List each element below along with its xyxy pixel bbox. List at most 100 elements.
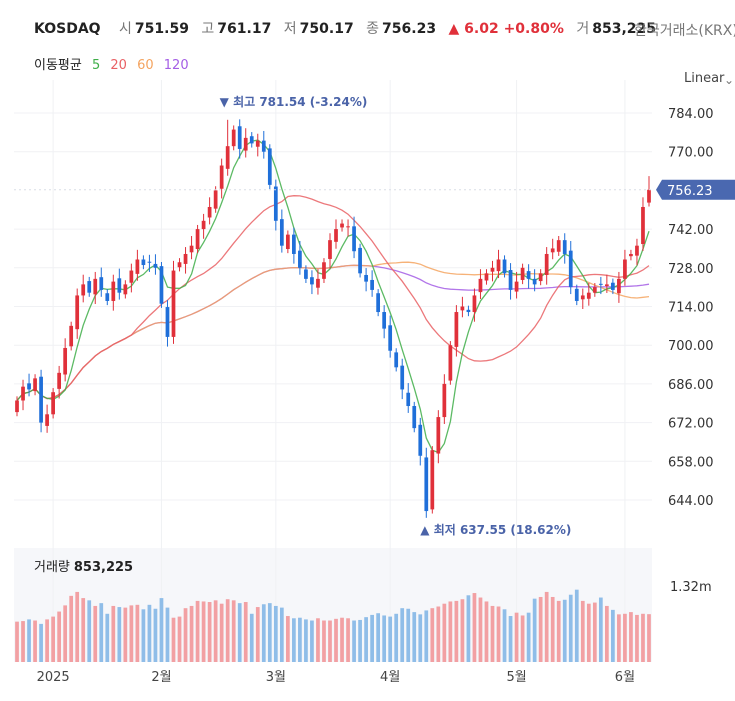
candle-body <box>231 129 236 147</box>
candle <box>304 265 308 284</box>
max-annotation: ▼ 최고 781.54 (-3.24%) <box>220 94 368 109</box>
volume-bar <box>388 616 393 662</box>
candle-body <box>617 278 621 294</box>
candle-body <box>562 240 567 254</box>
volume-bar <box>249 613 254 662</box>
candle-body <box>502 259 507 274</box>
volume-bar <box>647 614 651 662</box>
candle-body <box>219 165 224 189</box>
candle <box>123 280 128 299</box>
candle <box>580 288 585 309</box>
candle <box>484 269 489 285</box>
candle-body <box>472 295 477 313</box>
candle <box>496 249 501 279</box>
candle-body <box>129 270 134 283</box>
candle <box>328 233 332 269</box>
volume-bar <box>123 607 128 662</box>
candle <box>556 236 561 256</box>
candle-body <box>153 263 158 268</box>
candle-body <box>586 292 591 299</box>
y-tick-label: 672.00 <box>668 417 714 432</box>
candle <box>364 268 368 292</box>
candle-body <box>243 137 248 151</box>
volume-bar <box>442 603 447 662</box>
candle-body <box>183 253 188 264</box>
candle-body <box>310 277 314 285</box>
candle-body <box>623 259 627 279</box>
candle-body <box>442 383 447 418</box>
x-tick-label: 2025 <box>37 670 70 685</box>
volume-bar <box>448 601 453 662</box>
candle-body <box>424 457 429 512</box>
candle-body <box>255 140 260 147</box>
candle <box>219 158 224 199</box>
volume-bar <box>418 614 423 662</box>
candle <box>436 410 441 464</box>
candle-body <box>261 140 266 152</box>
candle-body <box>159 266 164 304</box>
x-tick-label: 5월 <box>506 670 526 685</box>
candle-body <box>430 450 435 510</box>
volume-bar <box>592 602 597 662</box>
scale-mode-selector[interactable]: Linear <box>684 71 725 86</box>
candle-body <box>514 281 519 292</box>
candle-body <box>466 309 471 313</box>
candle <box>334 219 338 249</box>
candle-body <box>358 247 362 274</box>
volume-bar <box>63 605 68 662</box>
volume-bar <box>129 605 134 662</box>
candle <box>165 300 170 347</box>
volume-bar <box>394 613 399 662</box>
candle-body <box>304 269 308 279</box>
y-tick-label: 644.00 <box>668 494 714 509</box>
candle-body <box>87 281 92 293</box>
candle <box>93 271 98 305</box>
y-tick-label: 728.00 <box>668 262 714 277</box>
volume-bar <box>231 600 236 662</box>
candle <box>544 247 549 285</box>
volume-bar <box>147 604 152 662</box>
candle <box>39 369 43 433</box>
candle-body <box>99 277 104 290</box>
x-tick-label: 2월 <box>151 670 171 685</box>
candle <box>231 125 236 151</box>
candle-body <box>448 345 453 381</box>
candle <box>352 216 356 259</box>
candle-body <box>629 253 633 257</box>
candle <box>623 249 627 286</box>
low-label: 저 <box>283 21 297 37</box>
candle <box>478 269 483 300</box>
volume-bar <box>328 620 332 662</box>
candle-body <box>454 312 459 347</box>
ma120-label: 120 <box>163 58 189 73</box>
volume-bar <box>526 612 531 662</box>
candle <box>629 249 633 261</box>
volume-bar <box>484 601 489 662</box>
candle-body <box>195 229 200 250</box>
ma20-label: 20 <box>110 58 127 73</box>
candle <box>514 271 519 299</box>
volume-bar <box>93 605 98 662</box>
candle-body <box>574 288 579 301</box>
candle-body <box>298 250 302 268</box>
candle <box>532 269 537 292</box>
candle <box>141 255 146 270</box>
x-tick-label: 3월 <box>266 670 286 685</box>
volume-bar <box>424 610 429 662</box>
candle <box>213 186 218 213</box>
open-label: 시 <box>119 21 132 37</box>
candle <box>298 240 302 275</box>
volume-bar <box>279 607 284 662</box>
volume-bar <box>574 589 579 662</box>
candle <box>388 315 393 358</box>
volume-legend: 거래량 853,225 <box>34 556 133 575</box>
chevron-down-icon[interactable]: ⌄ <box>724 73 735 87</box>
candle <box>189 236 194 260</box>
candle-body <box>592 287 597 293</box>
volume-bar <box>322 620 326 662</box>
candle <box>442 374 447 424</box>
candle <box>568 240 573 295</box>
candle-body <box>641 206 645 245</box>
candle <box>418 417 423 466</box>
